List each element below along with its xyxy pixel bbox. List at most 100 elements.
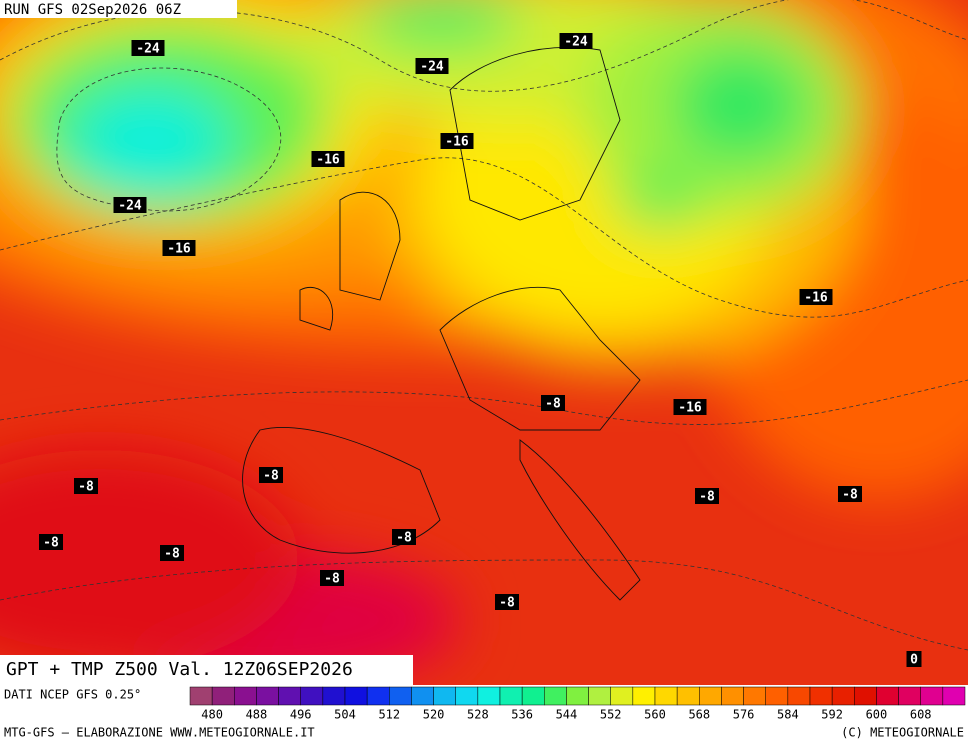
colorbar-label: 512 (378, 708, 400, 722)
colorbar-label: 576 (733, 708, 755, 722)
contour-label-box (559, 33, 593, 49)
contour-label: -8 (699, 490, 715, 505)
contour-label: -8 (43, 536, 59, 551)
contour-label: -16 (804, 291, 828, 306)
colorbar-label: 600 (866, 708, 888, 722)
contour-label: -16 (445, 135, 469, 150)
colorbar-label: 520 (423, 708, 445, 722)
colorbar-label: 592 (821, 708, 843, 722)
contour-label-box (162, 240, 196, 256)
contour-label: -8 (396, 531, 412, 546)
colorbar-label: 552 (600, 708, 622, 722)
contour-label-box (799, 289, 833, 305)
contour-label: -16 (678, 401, 702, 416)
contour-label: -24 (420, 60, 444, 75)
colorbar-label: 536 (511, 708, 533, 722)
colorbar-swatch (499, 686, 523, 706)
contour-label: -16 (167, 242, 191, 257)
contour-label-box (415, 58, 449, 74)
colorbar-label: 568 (688, 708, 710, 722)
contour-label: -8 (842, 488, 858, 503)
colorbar-swatch (809, 686, 833, 706)
colorbar-swatch (699, 686, 722, 706)
colorbar-swatch (876, 686, 899, 706)
colorbar-label: 504 (334, 708, 356, 722)
colorbar-swatch (256, 686, 279, 706)
colorbar-swatch (898, 686, 921, 706)
colorbar-swatch (721, 686, 744, 706)
colorbar-swatch (521, 686, 545, 706)
colorbar-swatch (455, 686, 479, 706)
footer-left: MTG-GFS — ELABORAZIONE WWW.METEOGIORNALE… (4, 726, 315, 740)
colorbar-label: 560 (644, 708, 666, 722)
colorbar-label: 488 (246, 708, 268, 722)
colorbar-swatch (743, 686, 766, 706)
colorbar-swatch (477, 686, 501, 706)
contour-label: -24 (136, 42, 160, 57)
contour-label-box (495, 594, 519, 610)
colorbar-swatch (366, 686, 390, 706)
contour-label-box (906, 651, 922, 667)
colorbar-label: 544 (556, 708, 578, 722)
colorbar-swatch (234, 686, 257, 706)
colorbar-swatch (300, 686, 324, 706)
colorbar-swatch (831, 686, 855, 706)
map-title: GPT + TMP Z500 Val. 12Z06SEP2026 (6, 659, 353, 680)
colorbar-swatch (676, 686, 700, 706)
contour-label: -24 (118, 199, 142, 214)
map: -24 -24 -24 -16 -16 -24 -16 -16 -8 -16 -8 -8 -8 -8 -8 -… (0, 0, 968, 685)
contour-label: -8 (324, 572, 340, 587)
colorbar-swatch (211, 686, 235, 706)
contour-label: -8 (545, 397, 561, 412)
contour-label-box (320, 570, 344, 586)
footer-right: (C) METEOGIORNALE (841, 726, 964, 740)
colorbar-label: 528 (467, 708, 489, 722)
colorbar-label: 584 (777, 708, 799, 722)
contour-label-box (541, 395, 565, 411)
colorbar-swatch (544, 686, 567, 706)
colorbar-swatch (189, 686, 213, 706)
isotherms (0, 0, 968, 651)
colorbar-swatch (654, 686, 678, 706)
contour-label-box (673, 399, 707, 415)
colorbar-swatch (632, 686, 656, 706)
colorbar-swatch (389, 686, 412, 706)
contour-label-box (392, 529, 416, 545)
colorbar-swatch (765, 686, 789, 706)
contour-label-box (160, 545, 184, 561)
contour-label-box (113, 197, 147, 213)
contour-label-box (440, 133, 474, 149)
run-box (0, 0, 237, 18)
contour-label-box (259, 467, 283, 483)
contour-label: -8 (499, 596, 515, 611)
colorbar-swatch (920, 686, 944, 706)
colorbar-swatch (433, 686, 456, 706)
source-label: DATI NCEP GFS 0.25° (4, 688, 141, 702)
coastlines (242, 46, 641, 601)
colorbar-label: 480 (201, 708, 223, 722)
contour-label-box (311, 151, 345, 167)
run-label: RUN GFS 02Sep2026 06Z (4, 2, 181, 18)
title-box (0, 655, 413, 685)
colorbar-swatch (610, 686, 634, 706)
contour-label: 0 (910, 653, 918, 668)
contour-label: -16 (316, 153, 340, 168)
colorbar-swatch (411, 686, 434, 706)
colorbar-swatch (278, 686, 301, 706)
colorbar-label: 608 (910, 708, 932, 722)
contour-label-box (39, 534, 63, 550)
contour-label-box (695, 488, 719, 504)
contour-label-box (74, 478, 98, 494)
colorbar-label: 496 (290, 708, 312, 722)
contour-label: -8 (164, 547, 180, 562)
colorbar: 480 488 496 504 512 520 528 536 544 552 560 568 576 5… (189, 686, 966, 722)
contour-label: -8 (263, 469, 279, 484)
contour-label: -24 (564, 35, 588, 50)
colorbar-swatch (322, 686, 346, 706)
colorbar-swatch (588, 686, 611, 706)
colorbar-swatch (942, 686, 966, 706)
colorbar-swatch (344, 686, 368, 706)
contour-label: -8 (78, 480, 94, 495)
colorbar-swatch (854, 686, 877, 706)
